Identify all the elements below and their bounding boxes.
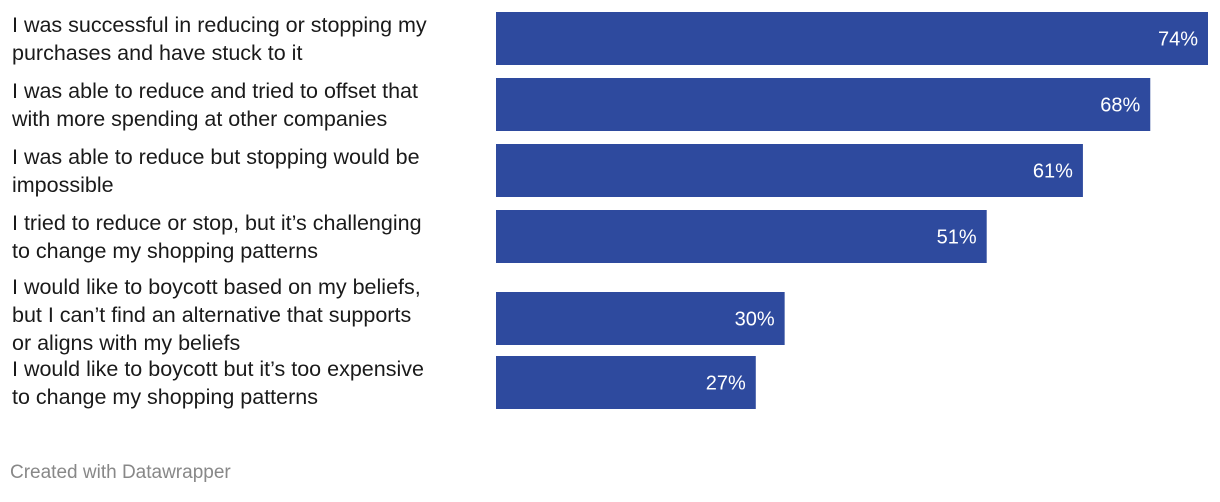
category-label-line: I was successful in reducing or stopping… bbox=[12, 13, 427, 37]
category-label: I was successful in reducing or stopping… bbox=[12, 13, 427, 65]
category-label-line: with more spending at other companies bbox=[11, 107, 387, 131]
category-label-line: purchases and have stuck to it bbox=[12, 41, 302, 65]
category-label-line: I would like to boycott but it’s too exp… bbox=[12, 357, 424, 381]
category-label: I would like to boycott based on my beli… bbox=[12, 275, 421, 355]
value-label: 61% bbox=[1033, 161, 1073, 183]
bar bbox=[496, 78, 1151, 131]
bar-chart: I was successful in reducing or stopping… bbox=[11, 12, 1208, 409]
category-label: I was able to reduce but stopping would … bbox=[12, 145, 420, 197]
footer-credit: Created with Datawrapper bbox=[10, 462, 231, 483]
category-label-line: I was able to reduce and tried to offset… bbox=[12, 79, 418, 103]
category-label-line: impossible bbox=[12, 173, 114, 197]
category-label: I was able to reduce and tried to offset… bbox=[11, 79, 418, 131]
category-label-line: to change my shopping patterns bbox=[12, 239, 318, 263]
category-label-line: I would like to boycott based on my beli… bbox=[12, 275, 421, 299]
category-label-line: to change my shopping patterns bbox=[12, 385, 318, 409]
bar bbox=[496, 292, 785, 345]
value-label: 51% bbox=[937, 227, 977, 249]
bar bbox=[496, 210, 987, 263]
value-label: 74% bbox=[1158, 29, 1198, 51]
bar bbox=[496, 356, 756, 409]
category-label-line: I was able to reduce but stopping would … bbox=[12, 145, 420, 169]
value-label: 30% bbox=[735, 309, 775, 331]
category-label-line: or aligns with my beliefs bbox=[12, 331, 240, 355]
category-label-line: I tried to reduce or stop, but it’s chal… bbox=[12, 211, 422, 235]
value-label: 68% bbox=[1100, 95, 1140, 117]
bar bbox=[496, 144, 1083, 197]
category-label: I tried to reduce or stop, but it’s chal… bbox=[12, 211, 422, 263]
value-label: 27% bbox=[706, 373, 746, 395]
category-label: I would like to boycott but it’s too exp… bbox=[12, 357, 424, 409]
category-label-line: but I can’t find an alternative that sup… bbox=[12, 303, 411, 327]
bar bbox=[496, 12, 1208, 65]
